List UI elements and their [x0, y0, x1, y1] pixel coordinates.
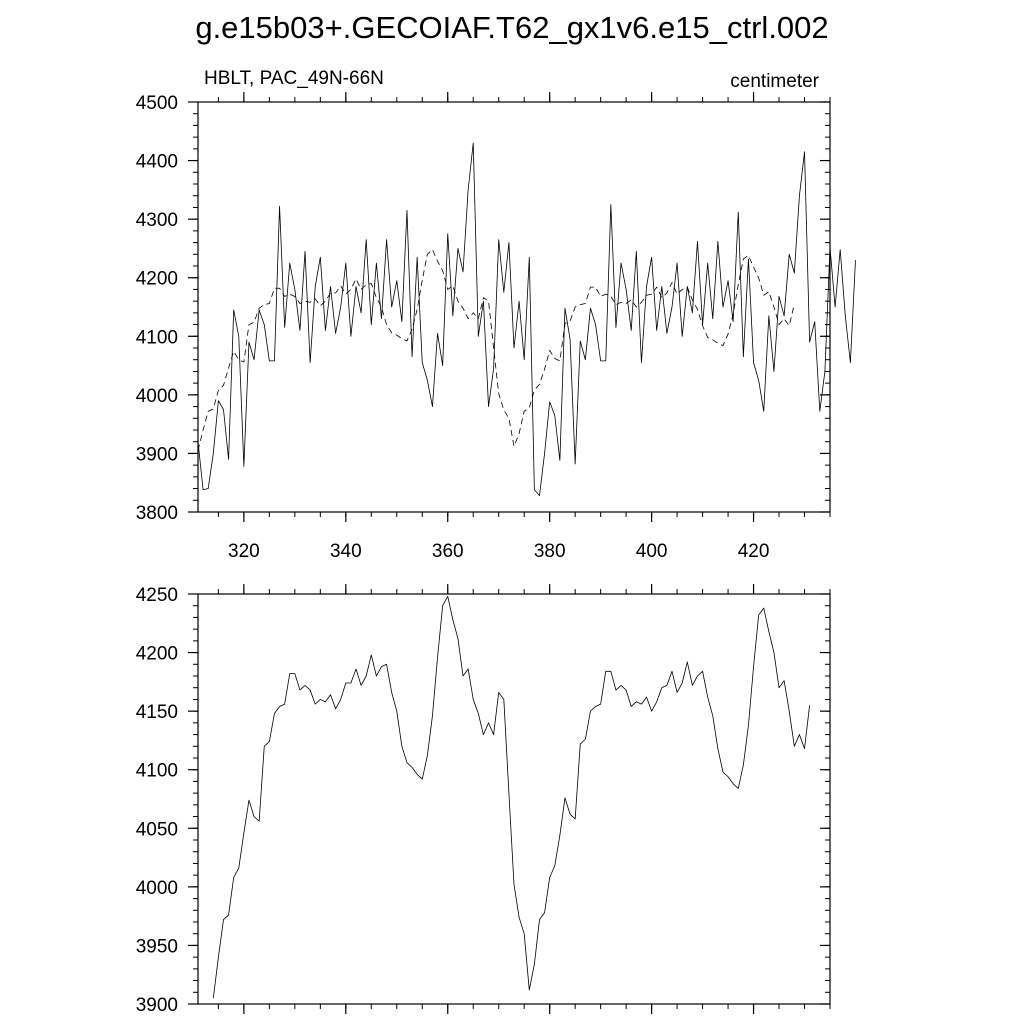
chart-bottom-y-tick-label: 4050 — [136, 819, 178, 840]
chart-top-y-tick-label: 4500 — [136, 93, 178, 114]
chart-bottom-y-tick-label: 4000 — [136, 878, 178, 899]
figure-title: g.e15b03+.GECOIAF.T62_gx1v6.e15_ctrl.002 — [195, 10, 828, 45]
chart-top-y-tick-label: 4300 — [136, 210, 178, 231]
chart-top-x-tick-label: 400 — [636, 541, 668, 562]
chart-bottom-y-tick-label: 4150 — [136, 702, 178, 723]
chart-top-x-tick-label: 380 — [534, 541, 566, 562]
chart-top-frame — [197, 101, 831, 513]
chart-top-right-label: centimeter — [730, 71, 819, 92]
chart-top-x-tick-label: 320 — [228, 541, 260, 562]
chart-bottom-y-tick-label: 3900 — [136, 995, 178, 1016]
chart-bottom: 3900 3950 4000 4050 4100 4150 4200 4250 — [136, 584, 831, 1016]
chart-top: HBLT, PAC_49N-66N centimeter 3800 3900 400… — [136, 68, 856, 562]
chart-top-left-label: HBLT, PAC_49N-66N — [204, 68, 384, 89]
chart-top-series-solid-line — [197, 142, 856, 497]
chart-bottom-series-solid-line — [212, 595, 811, 999]
chart-bottom-y-tick-label: 4200 — [136, 644, 178, 665]
chart-top-y-tick-label: 4000 — [136, 386, 178, 407]
chart-top-y-tick-label: 4400 — [136, 152, 178, 173]
chart-top-y-tick-label: 3800 — [136, 503, 178, 524]
chart-top-y-tick-label: 4200 — [136, 269, 178, 290]
chart-top-x-tick-label: 360 — [432, 541, 464, 562]
chart-bottom-y-tick-label: 4100 — [136, 761, 178, 782]
chart-top-x-tick-label: 420 — [738, 541, 770, 562]
chart-bottom-frame — [197, 593, 831, 1005]
chart-top-y-tick-label: 3900 — [136, 444, 178, 465]
chart-top-x-tick-label: 340 — [330, 541, 362, 562]
chart-bottom-y-tick-label: 3950 — [136, 936, 178, 957]
chart-top-series-dashed-line — [197, 249, 795, 451]
chart-top-y-tick-label: 4100 — [136, 327, 178, 348]
chart-bottom-y-tick-label: 4250 — [136, 585, 178, 606]
